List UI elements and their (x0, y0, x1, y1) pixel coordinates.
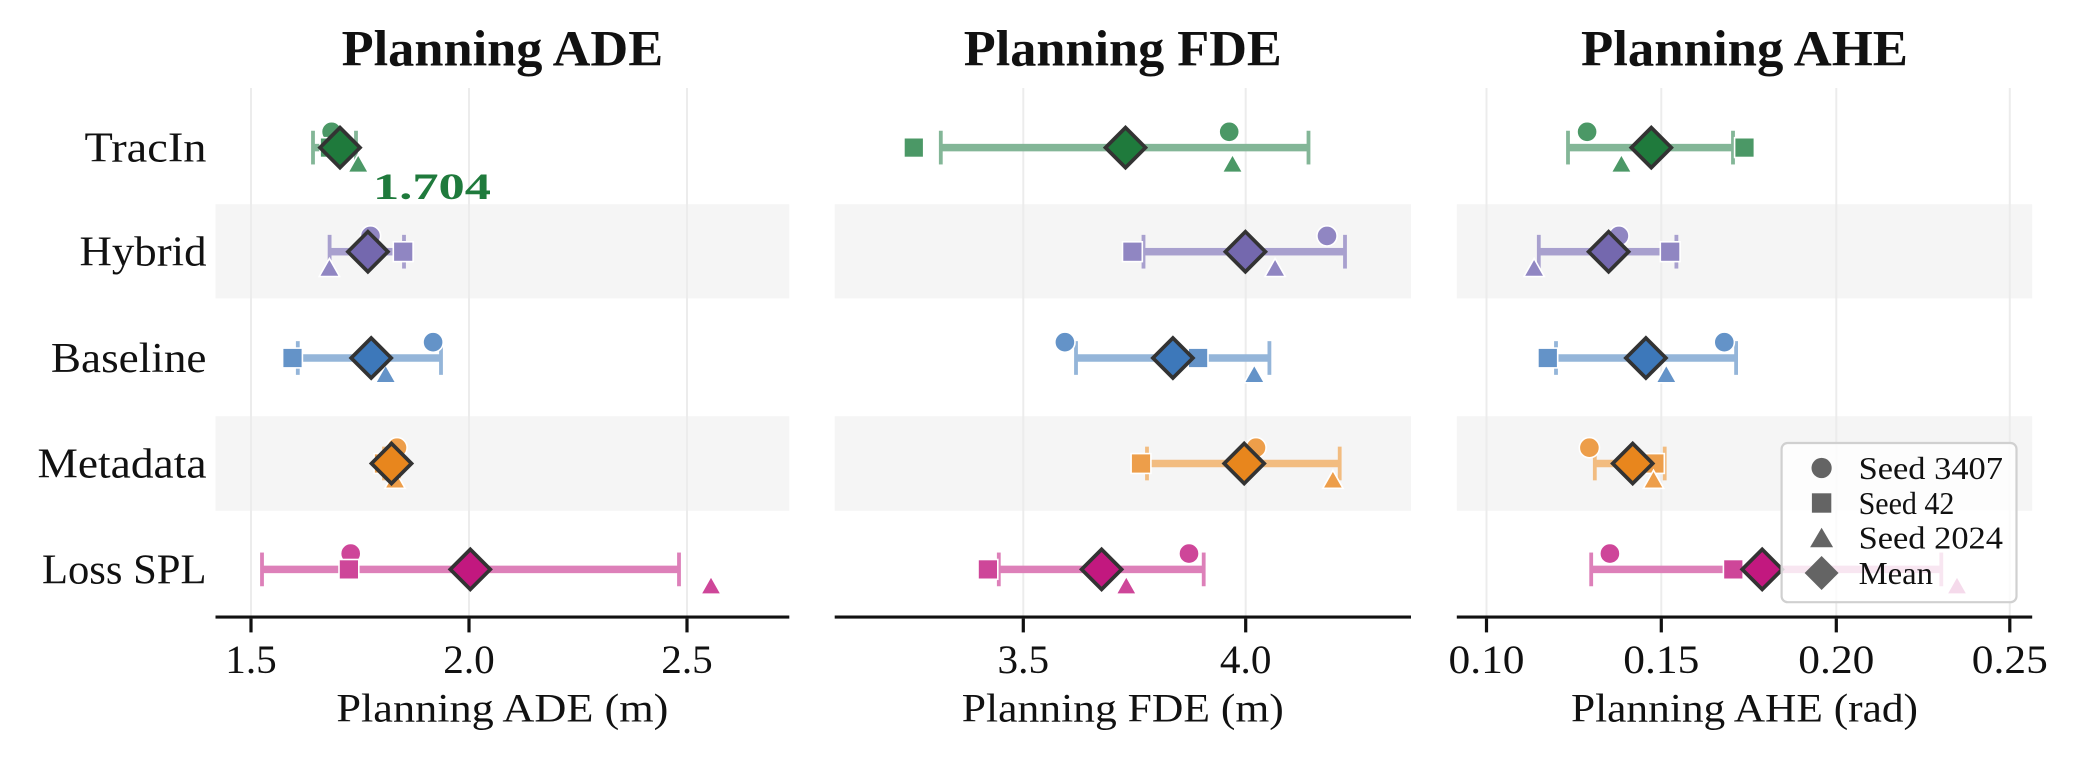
svg-text:Hybrid: Hybrid (80, 230, 207, 276)
svg-text:4.0: 4.0 (1220, 637, 1272, 682)
svg-text:Loss SPL: Loss SPL (42, 547, 207, 593)
svg-text:2.5: 2.5 (661, 637, 713, 682)
svg-text:0.10: 0.10 (1449, 637, 1525, 682)
svg-text:Mean: Mean (1859, 555, 1933, 591)
svg-text:1.704: 1.704 (373, 167, 491, 208)
svg-text:2.0: 2.0 (443, 637, 495, 682)
svg-text:0.25: 0.25 (1972, 637, 2048, 682)
svg-text:0.20: 0.20 (1798, 637, 1874, 682)
svg-text:Seed 42: Seed 42 (1859, 485, 1955, 521)
svg-text:Seed 2024: Seed 2024 (1859, 520, 2003, 556)
svg-text:Planning ADE: Planning ADE (342, 22, 664, 78)
svg-text:Planning FDE (m): Planning FDE (m) (962, 686, 1284, 731)
svg-text:Metadata: Metadata (38, 442, 207, 488)
svg-text:1.5: 1.5 (225, 637, 277, 682)
svg-text:Planning ADE (m): Planning ADE (m) (336, 686, 668, 731)
svg-text:0.15: 0.15 (1623, 637, 1699, 682)
svg-text:3.5: 3.5 (998, 637, 1050, 682)
svg-text:Baseline: Baseline (51, 336, 207, 382)
svg-text:Planning FDE: Planning FDE (964, 22, 1282, 78)
svg-text:Planning AHE (rad): Planning AHE (rad) (1571, 686, 1918, 731)
svg-text:Seed 3407: Seed 3407 (1859, 450, 2003, 486)
svg-text:Planning AHE: Planning AHE (1581, 22, 1908, 78)
svg-text:TracIn: TracIn (85, 126, 207, 172)
